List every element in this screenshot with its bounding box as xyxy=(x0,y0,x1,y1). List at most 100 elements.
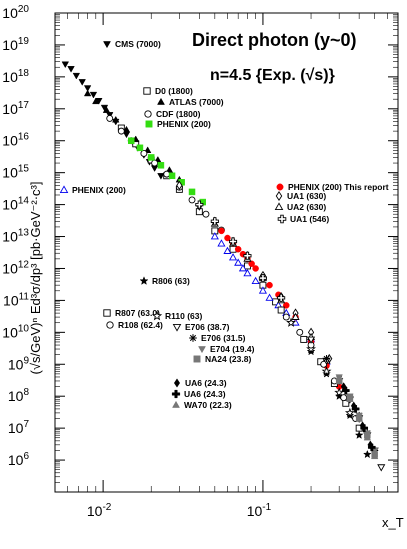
data-point xyxy=(238,264,248,272)
legend-marker xyxy=(274,202,284,211)
legend-label: UA2 (630) xyxy=(287,202,326,212)
legend-marker xyxy=(171,389,181,399)
data-point xyxy=(370,452,379,460)
legend-entry: WA70 (22.3) xyxy=(172,400,232,410)
data-point xyxy=(282,313,290,321)
data-point xyxy=(228,253,238,261)
y-tick-label: 1020 xyxy=(2,4,29,21)
data-point xyxy=(291,312,300,320)
legend-entry: R807 (63.0) xyxy=(103,308,160,318)
data-point xyxy=(210,217,219,226)
legend-label: PHENIX (200) xyxy=(72,185,126,195)
data-point xyxy=(354,430,364,439)
data-point xyxy=(117,127,125,135)
legend-entry: UA6 (24.3) xyxy=(173,378,227,388)
legend-label: R806 (63) xyxy=(152,276,190,286)
plot-frame xyxy=(54,12,399,493)
data-point xyxy=(363,433,372,441)
data-point xyxy=(140,149,148,157)
legend-entry: E704 (19.4) xyxy=(198,344,255,354)
data-point xyxy=(106,114,114,122)
y-tick-label: 108 xyxy=(8,387,30,404)
data-point xyxy=(210,232,219,240)
data-point xyxy=(151,159,159,167)
legend-label: UA1 (630) xyxy=(287,191,326,201)
legend-label: D0 (1800) xyxy=(155,86,193,96)
legend-marker xyxy=(276,183,284,191)
legend-label: CDF (1800) xyxy=(156,109,201,119)
legend-marker xyxy=(106,321,114,329)
legend-label: E706 (38.7) xyxy=(185,322,230,332)
legend-label: UA1 (546) xyxy=(290,214,329,224)
data-point xyxy=(377,464,386,472)
legend-marker xyxy=(277,214,287,224)
data-point xyxy=(335,374,343,381)
data-point xyxy=(265,293,274,301)
legend-marker xyxy=(139,276,149,285)
data-point xyxy=(234,258,243,266)
legend-label: E704 (19.4) xyxy=(210,344,255,354)
data-point xyxy=(188,196,196,204)
legend-label: R110 (63) xyxy=(165,311,202,321)
legend-entry: PHENIX (200) xyxy=(59,185,126,195)
legend-entry: R110 (63) xyxy=(151,310,202,321)
legend-marker xyxy=(275,191,283,201)
legend-marker xyxy=(144,110,152,118)
legend-marker xyxy=(103,309,111,317)
data-point xyxy=(277,306,285,314)
legend-entry: CMS (7000) xyxy=(103,39,161,49)
legend-marker xyxy=(59,185,69,194)
y-tick-label: 1019 xyxy=(2,36,29,53)
y-tick-label: 1011 xyxy=(3,291,29,308)
series-4 xyxy=(128,137,206,206)
data-point xyxy=(351,405,360,413)
legend-entry: UA1 (546) xyxy=(277,214,329,224)
legend-entry: D0 (1800) xyxy=(143,86,193,96)
series-9 xyxy=(195,200,286,302)
legend-marker xyxy=(151,310,163,321)
data-point xyxy=(322,355,331,363)
data-point xyxy=(157,162,165,169)
data-point xyxy=(157,173,165,180)
data-point xyxy=(252,265,259,272)
legend-label: NA24 (23.8) xyxy=(205,354,251,364)
legend-entry: UA2 (630) xyxy=(274,202,326,212)
y-tick-label: 1018 xyxy=(2,68,29,85)
x-axis-title: x_T xyxy=(382,515,404,530)
y-tick-label: 109 xyxy=(8,355,30,372)
legend-entry: PHENIX (200) This report xyxy=(276,182,389,192)
legend-label: PHENIX (200) xyxy=(157,119,211,129)
data-point xyxy=(228,237,238,246)
data-point xyxy=(344,407,355,418)
data-point xyxy=(147,154,155,161)
legend-marker xyxy=(172,323,182,332)
data-point xyxy=(367,443,376,452)
data-point xyxy=(128,137,135,144)
legend-entry: E706 (38.7) xyxy=(172,322,230,332)
data-point xyxy=(176,180,183,191)
legend-entry: PHENIX (200) xyxy=(145,119,211,129)
data-point xyxy=(223,246,232,254)
legend-entry: CDF (1800) xyxy=(144,109,201,119)
data-point xyxy=(286,317,296,327)
data-point xyxy=(217,239,226,247)
y-tick-label: 1017 xyxy=(2,100,29,117)
data-point xyxy=(251,276,260,285)
data-point xyxy=(321,366,332,376)
y-tick-label: 1016 xyxy=(2,132,29,149)
data-point xyxy=(335,377,343,385)
legend-marker xyxy=(145,120,153,128)
data-point xyxy=(78,79,86,86)
legend-marker xyxy=(103,41,111,49)
y-tick-label: 1013 xyxy=(2,228,29,245)
data-point xyxy=(72,72,81,80)
legend-entry: UA1 (630) xyxy=(275,191,326,201)
legend-marker xyxy=(173,378,181,388)
data-point xyxy=(224,234,231,242)
series-19 xyxy=(341,386,376,452)
data-point xyxy=(341,386,350,395)
series-20 xyxy=(346,395,379,460)
legend-label: PHENIX (200) This report xyxy=(288,182,389,192)
